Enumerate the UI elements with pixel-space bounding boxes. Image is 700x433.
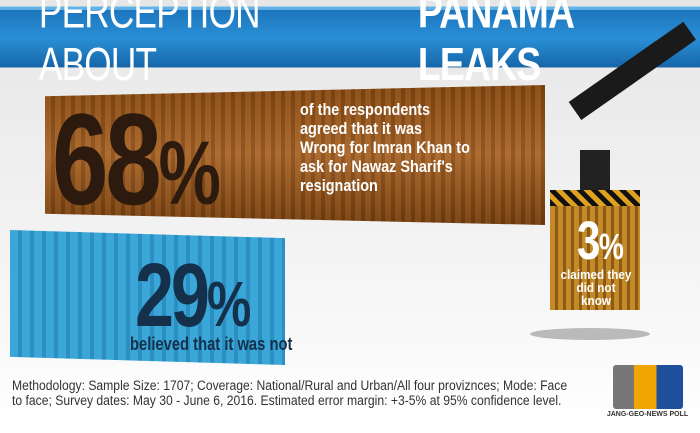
stat-29-text: believed that it was not — [130, 334, 293, 354]
title-bold: PANAMA LEAKS — [418, 0, 574, 91]
stat-68-text: of the respondents agreed that it was Wr… — [300, 100, 470, 195]
blue-container-image — [10, 230, 285, 365]
title-banner: PERCEPTION ABOUT PANAMA LEAKS — [0, 0, 700, 90]
stat-3-text: claimed they did not know — [560, 267, 632, 308]
hazard-stripe — [550, 190, 640, 206]
brown-container-image — [45, 85, 545, 225]
yellow-container-image — [550, 190, 640, 310]
logo-text: JANG-GEO-NEWS POLL — [606, 411, 689, 418]
jgn-logo: JANG-GEO-NEWS POLL — [605, 365, 690, 423]
title-light: PERCEPTION ABOUT — [38, 0, 261, 91]
crane-hook-image — [580, 150, 610, 195]
jgn-logo-mark — [613, 365, 683, 409]
container-shadow — [530, 328, 650, 340]
stat-29-value: 29% — [135, 246, 251, 346]
stat-68-value: 68% — [52, 86, 221, 232]
stat-3-value: 3% — [577, 211, 624, 271]
methodology-note: Methodology: Sample Size: 1707; Coverage… — [12, 378, 568, 408]
